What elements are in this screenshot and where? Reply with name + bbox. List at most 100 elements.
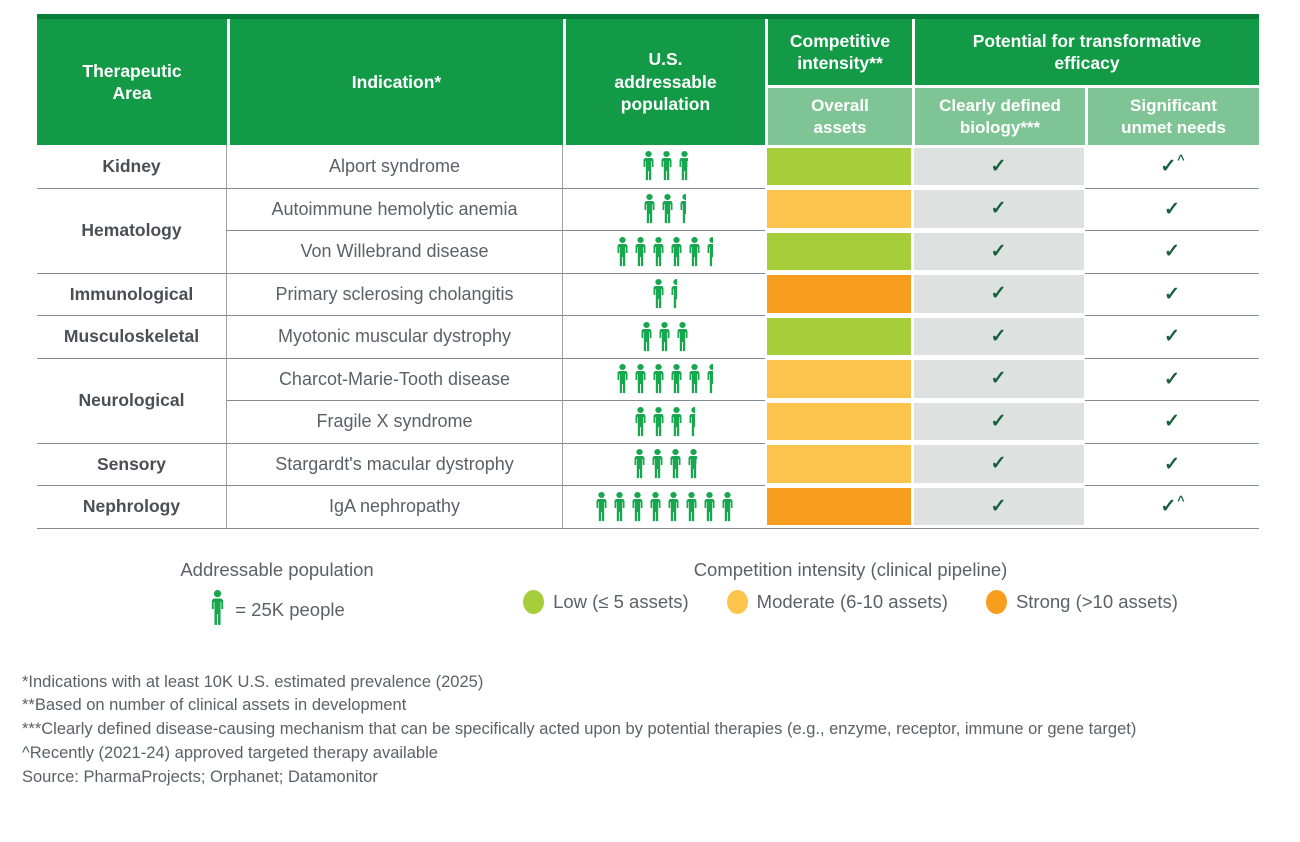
competitive-intensity-cell [765, 442, 912, 485]
check-icon: ✓ [1164, 198, 1180, 220]
header-clearly-defined-biology: Clearly defined biology*** [912, 85, 1085, 145]
caret-footnote-mark: ^ [1177, 153, 1185, 168]
competitive-intensity-cell [765, 187, 912, 230]
check-icon: ✓ [1164, 283, 1180, 305]
population-icons [563, 230, 765, 273]
legend-person-icon [209, 589, 226, 631]
strong-intensity-dot [985, 589, 1007, 614]
table-body: Kidney Alport syndrome ✓ ✓ ^ Hematology A… [37, 145, 1259, 529]
check-icon: ✓ [990, 283, 1007, 305]
competitive-intensity-cell [765, 357, 912, 400]
header-potential-transformative-efficacy: Potential for transformative efficacy [912, 19, 1259, 85]
competitive-intensity-cell [765, 485, 912, 528]
area-cell: Kidney [37, 145, 227, 188]
check-icon: ✓ [1164, 326, 1180, 348]
intensity-color-block [766, 147, 911, 185]
indication-cell: Alport syndrome [227, 145, 563, 188]
footnote-targeted-therapy: ^Recently (2021-24) approved targeted th… [22, 743, 438, 762]
legend-addressable-population: Addressable population = 25K people [112, 559, 442, 631]
check-icon: ✓ [990, 240, 1007, 262]
intensity-color-block [766, 232, 911, 270]
table-header: Therapeutic Area Indication* U.S. addres… [37, 14, 1259, 145]
population-icons [563, 145, 765, 188]
biology-cell: ✓ [912, 485, 1085, 528]
source-line: Source: PharmaProjects; Orphanet; Datamo… [22, 767, 378, 786]
population-icons [563, 315, 765, 358]
indication-cell: Charcot-Marie-Tooth disease [227, 357, 563, 400]
competitive-intensity-cell [765, 145, 912, 188]
footnote-prevalence: *Indications with at least 10K U.S. esti… [22, 672, 484, 691]
biology-cell: ✓ [912, 145, 1085, 188]
area-cell: Sensory [37, 442, 227, 485]
unmet-needs-cell: ✓ [1085, 187, 1259, 230]
check-icon: ✓ [1164, 368, 1180, 390]
check-icon: ✓ [990, 198, 1007, 220]
check-icon: ✓ [1160, 155, 1177, 177]
unmet-needs-cell: ✓ [1085, 400, 1259, 443]
unmet-needs-cell: ✓ ^ [1085, 145, 1259, 188]
check-icon: ✓ [990, 155, 1007, 177]
area-cell: Immunological [37, 272, 227, 315]
biology-cell: ✓ [912, 357, 1085, 400]
population-icons [563, 400, 765, 443]
population-icons [563, 187, 765, 230]
check-icon: ✓ [990, 410, 1007, 432]
unmet-needs-cell: ✓ [1085, 357, 1259, 400]
population-icons [563, 272, 765, 315]
unmet-needs-cell: ✓ ^ [1085, 485, 1259, 528]
header-us-addressable-population: U.S. addressable population [563, 19, 765, 145]
area-cell: Hematology [37, 187, 227, 273]
unmet-needs-cell: ✓ [1085, 315, 1259, 358]
moderate-intensity-dot [726, 589, 748, 614]
intensity-color-block [766, 317, 911, 355]
area-cell: Nephrology [37, 485, 227, 528]
legend-item-low: Low (≤ 5 assets) [523, 589, 689, 614]
competitive-intensity-cell [765, 272, 912, 315]
intensity-color-block [766, 190, 911, 228]
biology-cell: ✓ [912, 400, 1085, 443]
population-icons [563, 357, 765, 400]
efficacy-table: Therapeutic Area Indication* U.S. addres… [37, 14, 1259, 529]
header-overall-assets: Overall assets [765, 85, 912, 145]
intensity-color-block [766, 445, 911, 483]
footnote-clinical-assets: **Based on number of clinical assets in … [22, 696, 407, 715]
check-icon: ✓ [990, 453, 1007, 475]
legend-competition-title: Competition intensity (clinical pipeline… [693, 558, 1008, 580]
indication-cell: Autoimmune hemolytic anemia [227, 187, 563, 230]
header-indication: Indication* [227, 19, 563, 145]
population-icons [563, 485, 765, 528]
check-icon: ✓ [1164, 241, 1180, 263]
intensity-color-block [766, 360, 911, 398]
legend-competition-intensity: Competition intensity (clinical pipeline… [442, 559, 1259, 614]
area-cell: Neurological [37, 357, 227, 443]
header-competitive-intensity: Competitive intensity** [765, 19, 912, 85]
population-icons [563, 442, 765, 485]
header-significant-unmet-needs: Significant unmet needs [1085, 85, 1259, 145]
area-cell: Musculoskeletal [37, 315, 227, 358]
intensity-color-block [766, 402, 911, 440]
biology-cell: ✓ [912, 442, 1085, 485]
legend-population-title: Addressable population [180, 558, 374, 580]
unmet-needs-cell: ✓ [1085, 442, 1259, 485]
intensity-color-block [766, 487, 911, 525]
intensity-color-block [766, 275, 911, 313]
check-icon: ✓ [1164, 453, 1180, 475]
header-therapeutic-area: Therapeutic Area [37, 19, 227, 145]
indication-cell: Von Willebrand disease [227, 230, 563, 273]
footnotes: *Indications with at least 10K U.S. esti… [22, 671, 1255, 790]
check-icon: ✓ [990, 495, 1007, 517]
legend: Addressable population = 25K people Comp… [37, 559, 1259, 631]
indication-cell: Fragile X syndrome [227, 400, 563, 443]
competitive-intensity-cell [765, 315, 912, 358]
low-intensity-dot [523, 589, 545, 614]
check-icon: ✓ [1164, 411, 1180, 433]
indication-cell: Primary sclerosing cholangitis [227, 272, 563, 315]
competitive-intensity-cell [765, 230, 912, 273]
indication-cell: Stargardt's macular dystrophy [227, 442, 563, 485]
check-icon: ✓ [990, 325, 1007, 347]
biology-cell: ✓ [912, 315, 1085, 358]
indication-cell: IgA nephropathy [227, 485, 563, 528]
check-icon: ✓ [990, 368, 1007, 390]
legend-item-strong: Strong (>10 assets) [985, 589, 1178, 614]
biology-cell: ✓ [912, 187, 1085, 230]
